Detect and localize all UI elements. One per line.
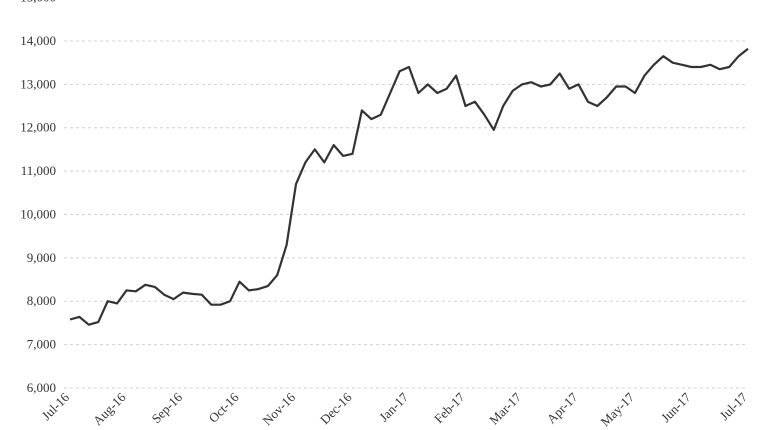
x-tick-label: Jun-17	[658, 389, 694, 425]
y-tick-label: 14,000	[20, 33, 56, 48]
data-line	[69, 47, 749, 326]
x-tick-label: Aug-16	[90, 389, 129, 428]
x-tick-label: Jan-17	[376, 389, 411, 424]
x-tick-label: Feb-17	[431, 389, 468, 426]
y-tick-label: 13,000	[20, 76, 56, 91]
x-tick-label: May-17	[597, 389, 637, 429]
y-tick-label: 7,000	[27, 337, 56, 352]
y-tick-label: 11,000	[21, 163, 56, 178]
x-tick-label: Sep-16	[148, 389, 185, 426]
x-tick-label: Dec-16	[317, 389, 355, 427]
y-tick-label: 15,000	[20, 0, 56, 5]
x-tick-label: Nov-16	[259, 389, 298, 428]
y-tick-label: 9,000	[27, 250, 56, 265]
x-tick-label: Mar-17	[486, 389, 524, 427]
y-tick-label: 10,000	[20, 206, 56, 221]
x-tick-label: Jul-17	[717, 389, 751, 423]
x-tick-label: Apr-17	[544, 389, 581, 426]
y-tick-label: 12,000	[20, 120, 56, 135]
x-tick-label: Oct-16	[205, 389, 241, 425]
y-tick-label: 6,000	[27, 380, 56, 395]
y-tick-label: 8,000	[27, 293, 56, 308]
